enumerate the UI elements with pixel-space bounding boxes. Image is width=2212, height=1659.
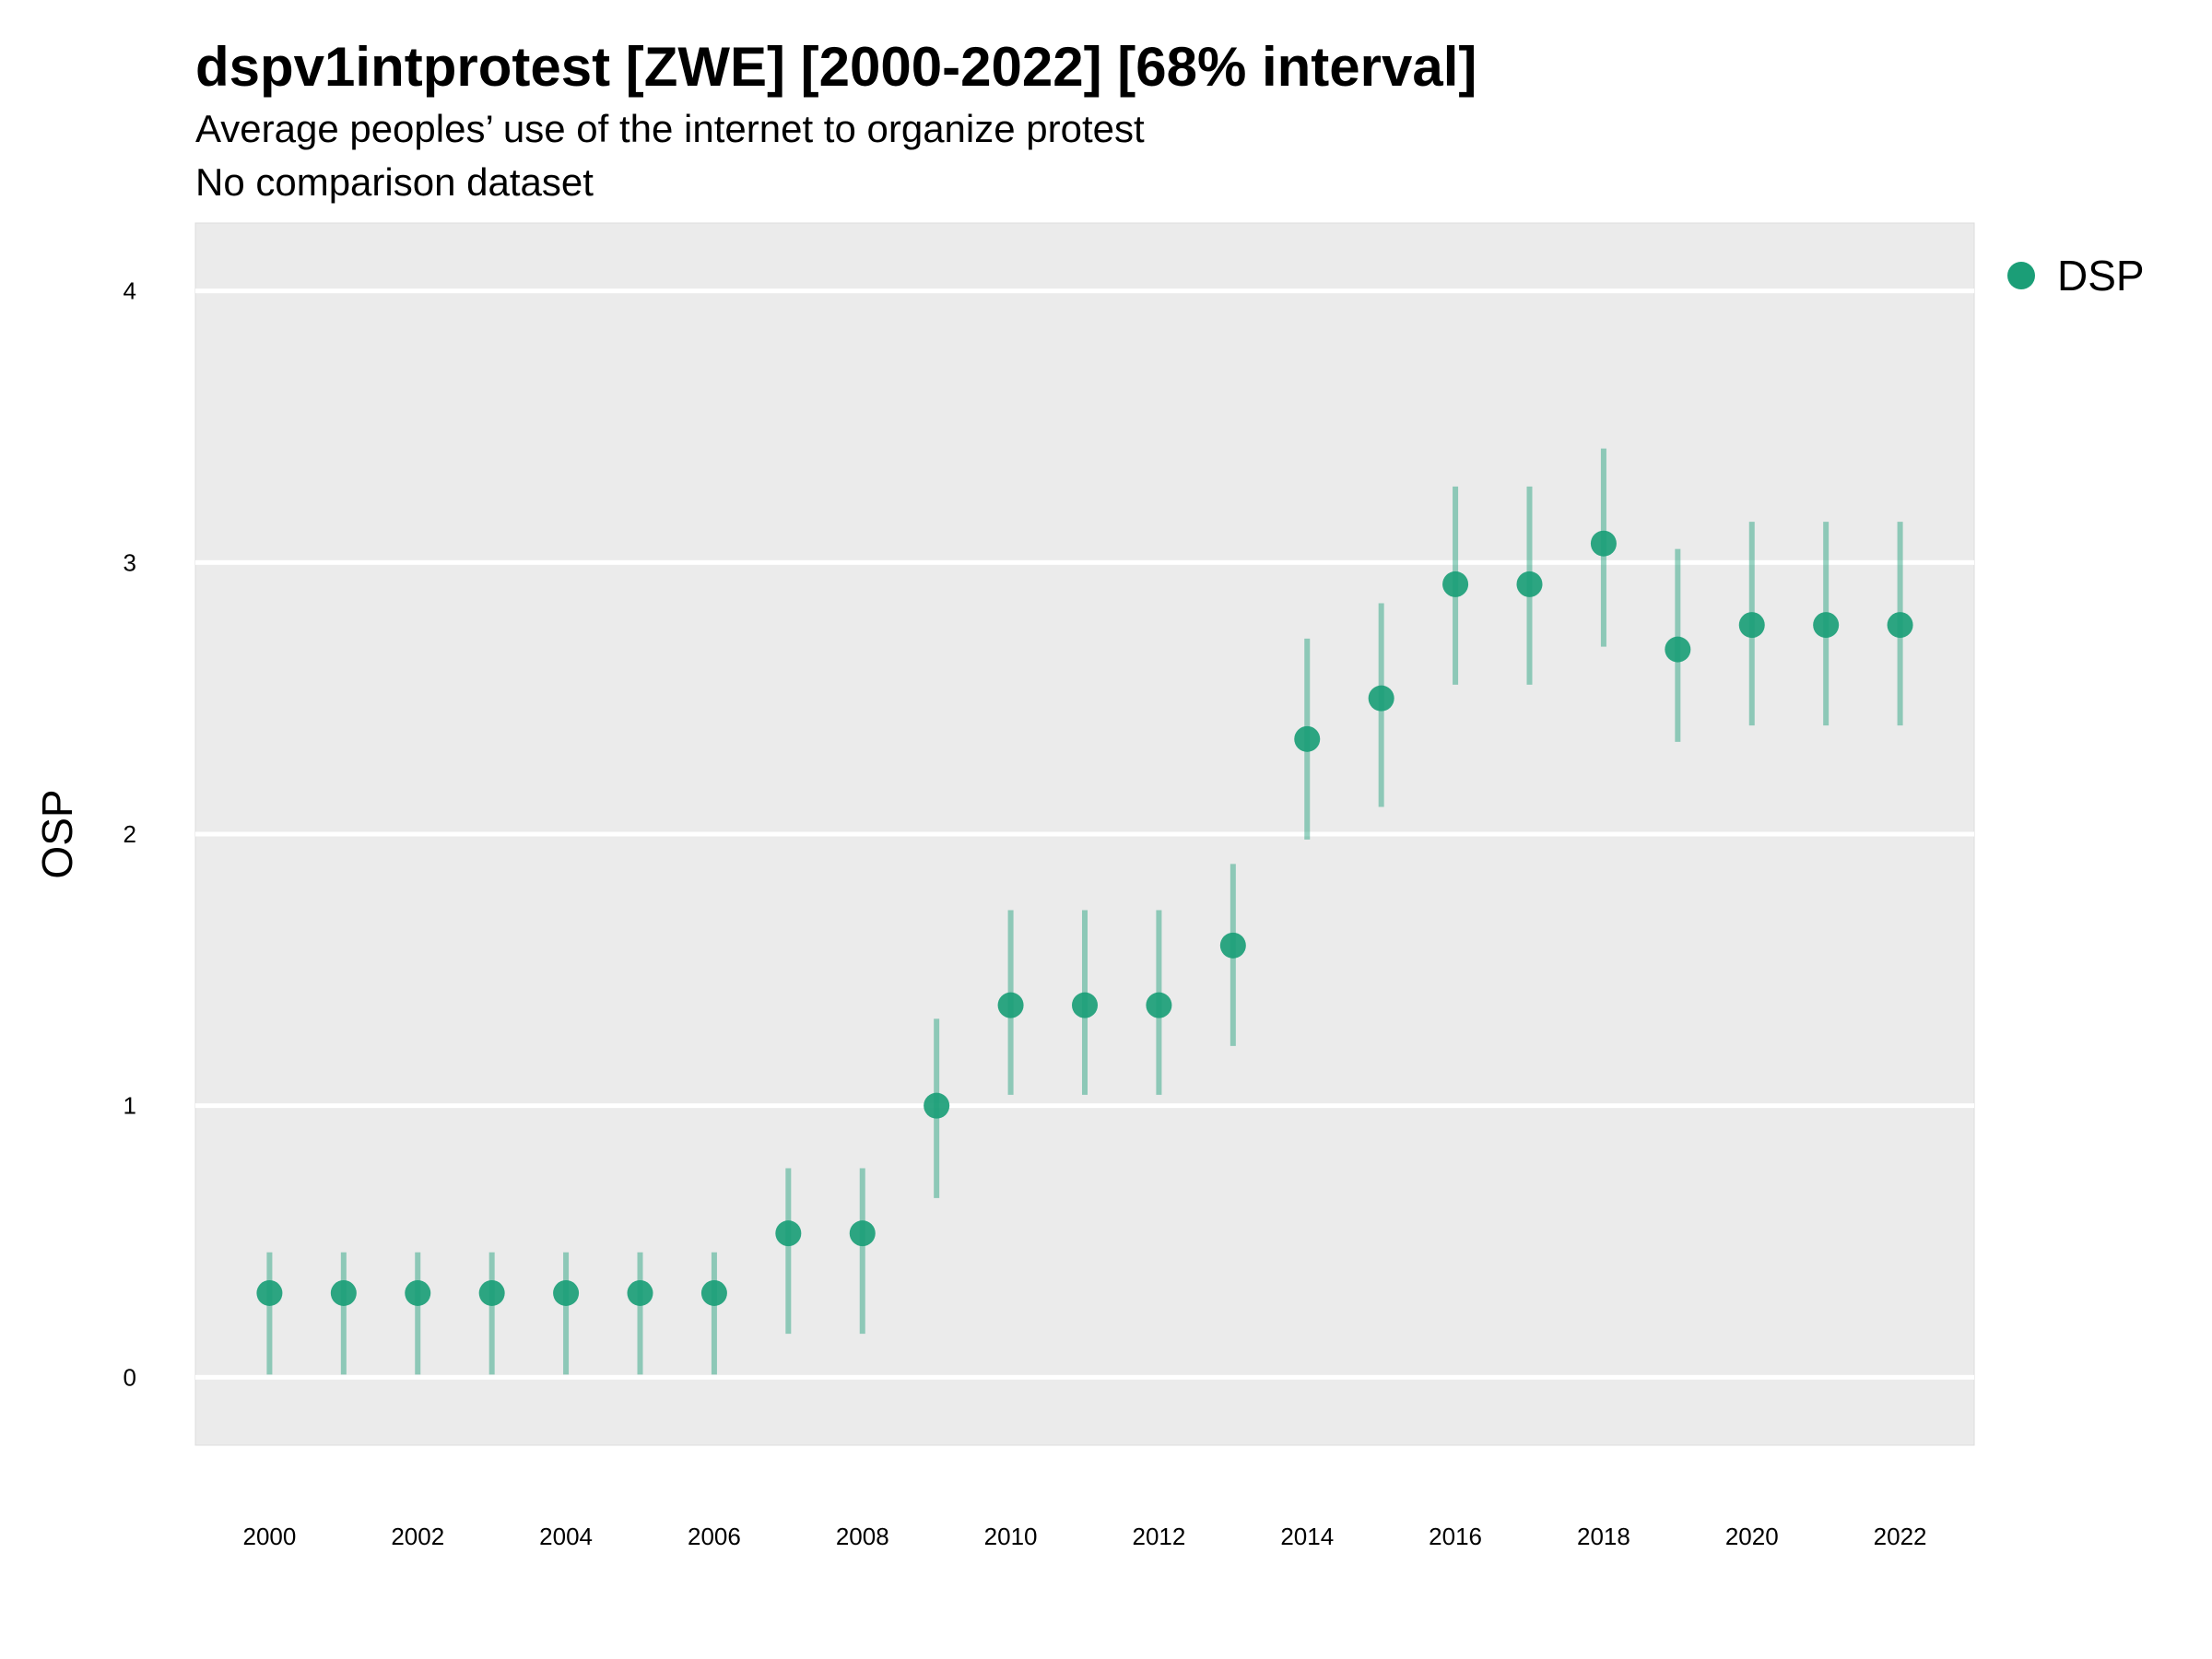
data-point (330, 1279, 357, 1306)
data-point (700, 1279, 727, 1306)
data-point (1219, 932, 1246, 959)
data-point (924, 1092, 950, 1119)
y-tick-label: 3 (124, 548, 136, 576)
data-point (553, 1279, 580, 1306)
data-point (627, 1279, 653, 1306)
data-point (1442, 571, 1469, 597)
x-tick-label: 2004 (539, 1523, 593, 1550)
data-point (775, 1220, 802, 1247)
x-tick-label: 2012 (1132, 1523, 1185, 1550)
data-point (478, 1279, 505, 1306)
data-point (1368, 685, 1394, 712)
data-point (1516, 571, 1543, 597)
x-tick-label: 2020 (1725, 1523, 1779, 1550)
y-axis-label: OSP (33, 789, 81, 878)
x-tick-label: 2008 (836, 1523, 889, 1550)
grid-lines (195, 288, 1974, 1380)
data-point (1294, 725, 1321, 752)
data-point (997, 992, 1024, 1018)
x-tick-label: 2010 (984, 1523, 1038, 1550)
data-point (849, 1220, 876, 1247)
x-tick-label: 2006 (688, 1523, 741, 1550)
x-tick-label: 2022 (1874, 1523, 1927, 1550)
x-tick-label: 2016 (1429, 1523, 1482, 1550)
x-tick-label: 2002 (391, 1523, 444, 1550)
data-point (405, 1279, 431, 1306)
chart-title: dspv1intprotest [ZWE] [2000-2022] [68% i… (195, 36, 1477, 98)
x-tick-label: 2000 (242, 1523, 296, 1550)
data-point (256, 1279, 283, 1306)
data-point (1738, 612, 1765, 639)
chart-subtitle: Average peoples’ use of the internet to … (195, 107, 1145, 150)
y-tick-label: 1 (124, 1092, 136, 1120)
data-point (1146, 992, 1172, 1018)
y-tick-label: 2 (124, 820, 136, 848)
x-tick-label: 2014 (1280, 1523, 1334, 1550)
data-point (1813, 612, 1840, 639)
data-marks (256, 448, 1913, 1375)
legend: DSP (2007, 251, 2145, 300)
chart-subtitle-comparison: No comparison dataset (195, 160, 594, 204)
y-tick-label: 0 (124, 1363, 136, 1391)
data-point (1072, 992, 1098, 1018)
data-point (1887, 612, 1913, 639)
y-axis-ticks: 0 1 2 3 4 (124, 277, 136, 1392)
legend-key-dot (2007, 262, 2035, 289)
x-tick-label: 2018 (1577, 1523, 1630, 1550)
data-point (1665, 636, 1691, 663)
data-point (1590, 530, 1617, 557)
y-tick-label: 4 (124, 277, 136, 305)
x-axis-ticks: 2000 2002 2004 2006 2008 2010 2012 2014 2016 2018… (242, 1523, 1926, 1550)
legend-label: DSP (2057, 252, 2145, 300)
